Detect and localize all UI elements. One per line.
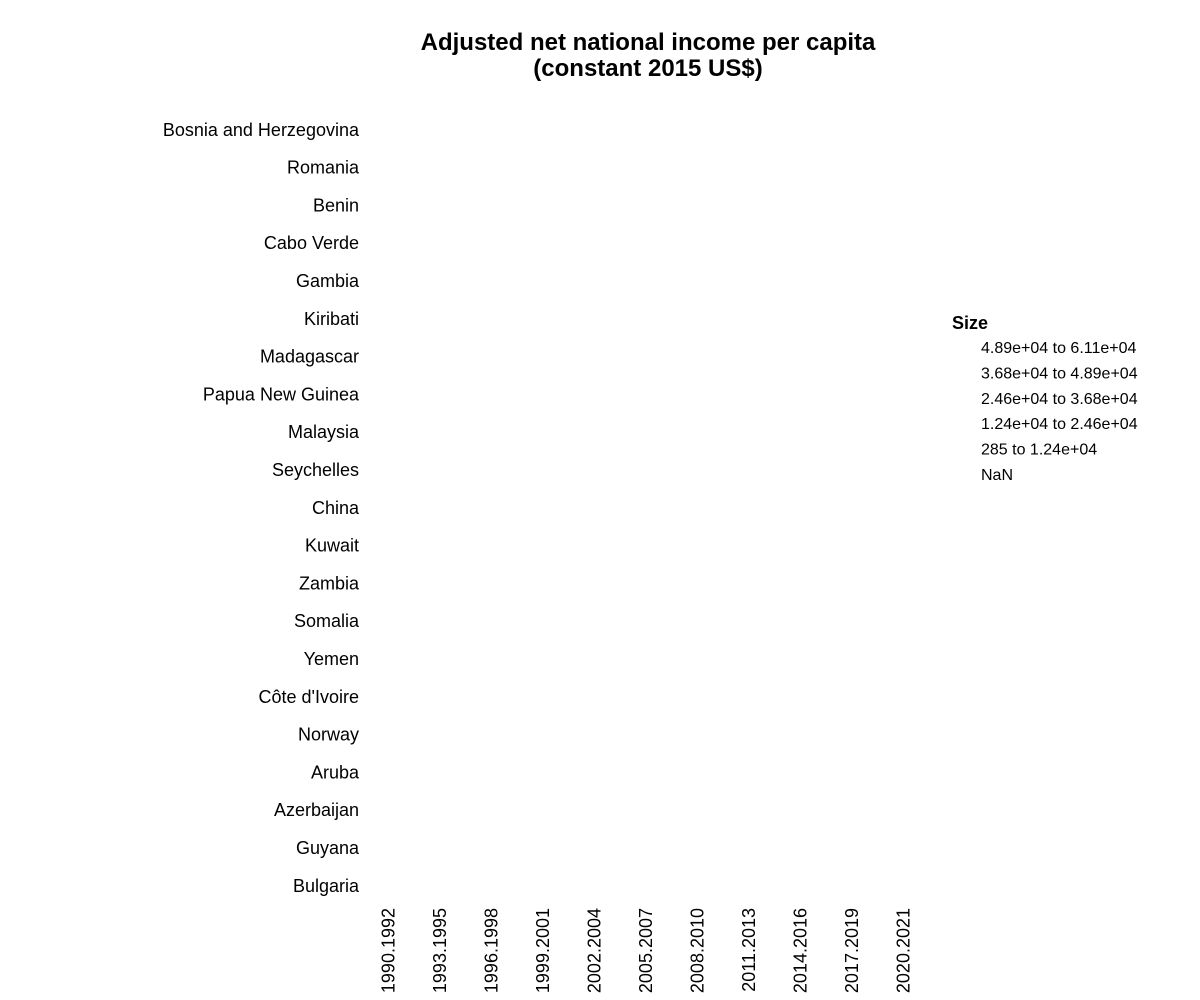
y-tick-label: Malaysia <box>288 422 360 442</box>
y-tick-label: Somalia <box>294 611 360 631</box>
x-tick-label: 2011.2013 <box>739 908 759 992</box>
chart-title: Adjusted net national income per capita(… <box>421 29 876 82</box>
legend-entry: 2.46e+04 to 3.68e+04 <box>981 391 1138 408</box>
legend-entries: 4.89e+04 to 6.11e+04 3.68e+04 to 4.89e+04… <box>981 340 1138 484</box>
y-tick-label: Norway <box>298 725 359 745</box>
y-tick-label: Aruba <box>311 762 360 782</box>
y-tick-label: Azerbaijan <box>274 800 359 820</box>
x-tick-label: 1990.1992 <box>378 908 398 993</box>
y-tick-label: Kuwait <box>305 536 359 556</box>
y-tick-label: Yemen <box>304 649 359 669</box>
y-axis-labels: Bosnia and Herzegovina Romania Benin Cabo V… <box>163 120 360 896</box>
y-tick-label: Papua New Guinea <box>203 384 360 404</box>
y-tick-label: Seychelles <box>272 460 359 480</box>
chart-title-line: (constant 2015 US$) <box>533 55 762 82</box>
y-tick-label: Benin <box>313 195 359 215</box>
x-tick-label: 2008.2010 <box>687 908 707 993</box>
y-tick-label: China <box>312 498 360 518</box>
chart-title-line: Adjusted net national income per capita <box>421 29 876 56</box>
legend: Size 4.89e+04 to 6.11e+04 3.68e+04 to 4.8… <box>952 313 1138 484</box>
x-tick-label: 1996.1998 <box>481 908 501 993</box>
legend-title: Size <box>952 313 988 333</box>
x-tick-label: 1993.1995 <box>430 908 450 993</box>
y-tick-label: Côte d'Ivoire <box>259 687 360 707</box>
legend-entry: NaN <box>981 467 1013 484</box>
y-tick-label: Bosnia and Herzegovina <box>163 120 360 140</box>
x-axis-labels: 1990.1992 1993.1995 1996.1998 1999.2001 2002… <box>378 908 913 993</box>
legend-entry: 3.68e+04 to 4.89e+04 <box>981 365 1138 382</box>
y-tick-label: Bulgaria <box>293 876 360 896</box>
legend-entry: 285 to 1.24e+04 <box>981 442 1097 459</box>
x-tick-label: 2005.2007 <box>636 908 656 993</box>
y-tick-label: Madagascar <box>260 347 359 367</box>
y-tick-label: Gambia <box>296 271 360 291</box>
y-tick-label: Zambia <box>299 573 360 593</box>
y-tick-label: Kiribati <box>304 309 359 329</box>
x-tick-label: 2002.2004 <box>584 908 604 993</box>
legend-entry: 1.24e+04 to 2.46e+04 <box>981 416 1138 433</box>
x-tick-label: 2020.2021 <box>893 908 913 993</box>
x-tick-label: 2014.2016 <box>790 908 810 993</box>
legend-entry: 4.89e+04 to 6.11e+04 <box>981 340 1137 357</box>
x-tick-label: 2017.2019 <box>842 908 862 993</box>
y-tick-label: Cabo Verde <box>264 233 359 253</box>
x-tick-label: 1999.2001 <box>533 908 553 993</box>
y-tick-label: Guyana <box>296 838 360 858</box>
y-tick-label: Romania <box>287 158 360 178</box>
